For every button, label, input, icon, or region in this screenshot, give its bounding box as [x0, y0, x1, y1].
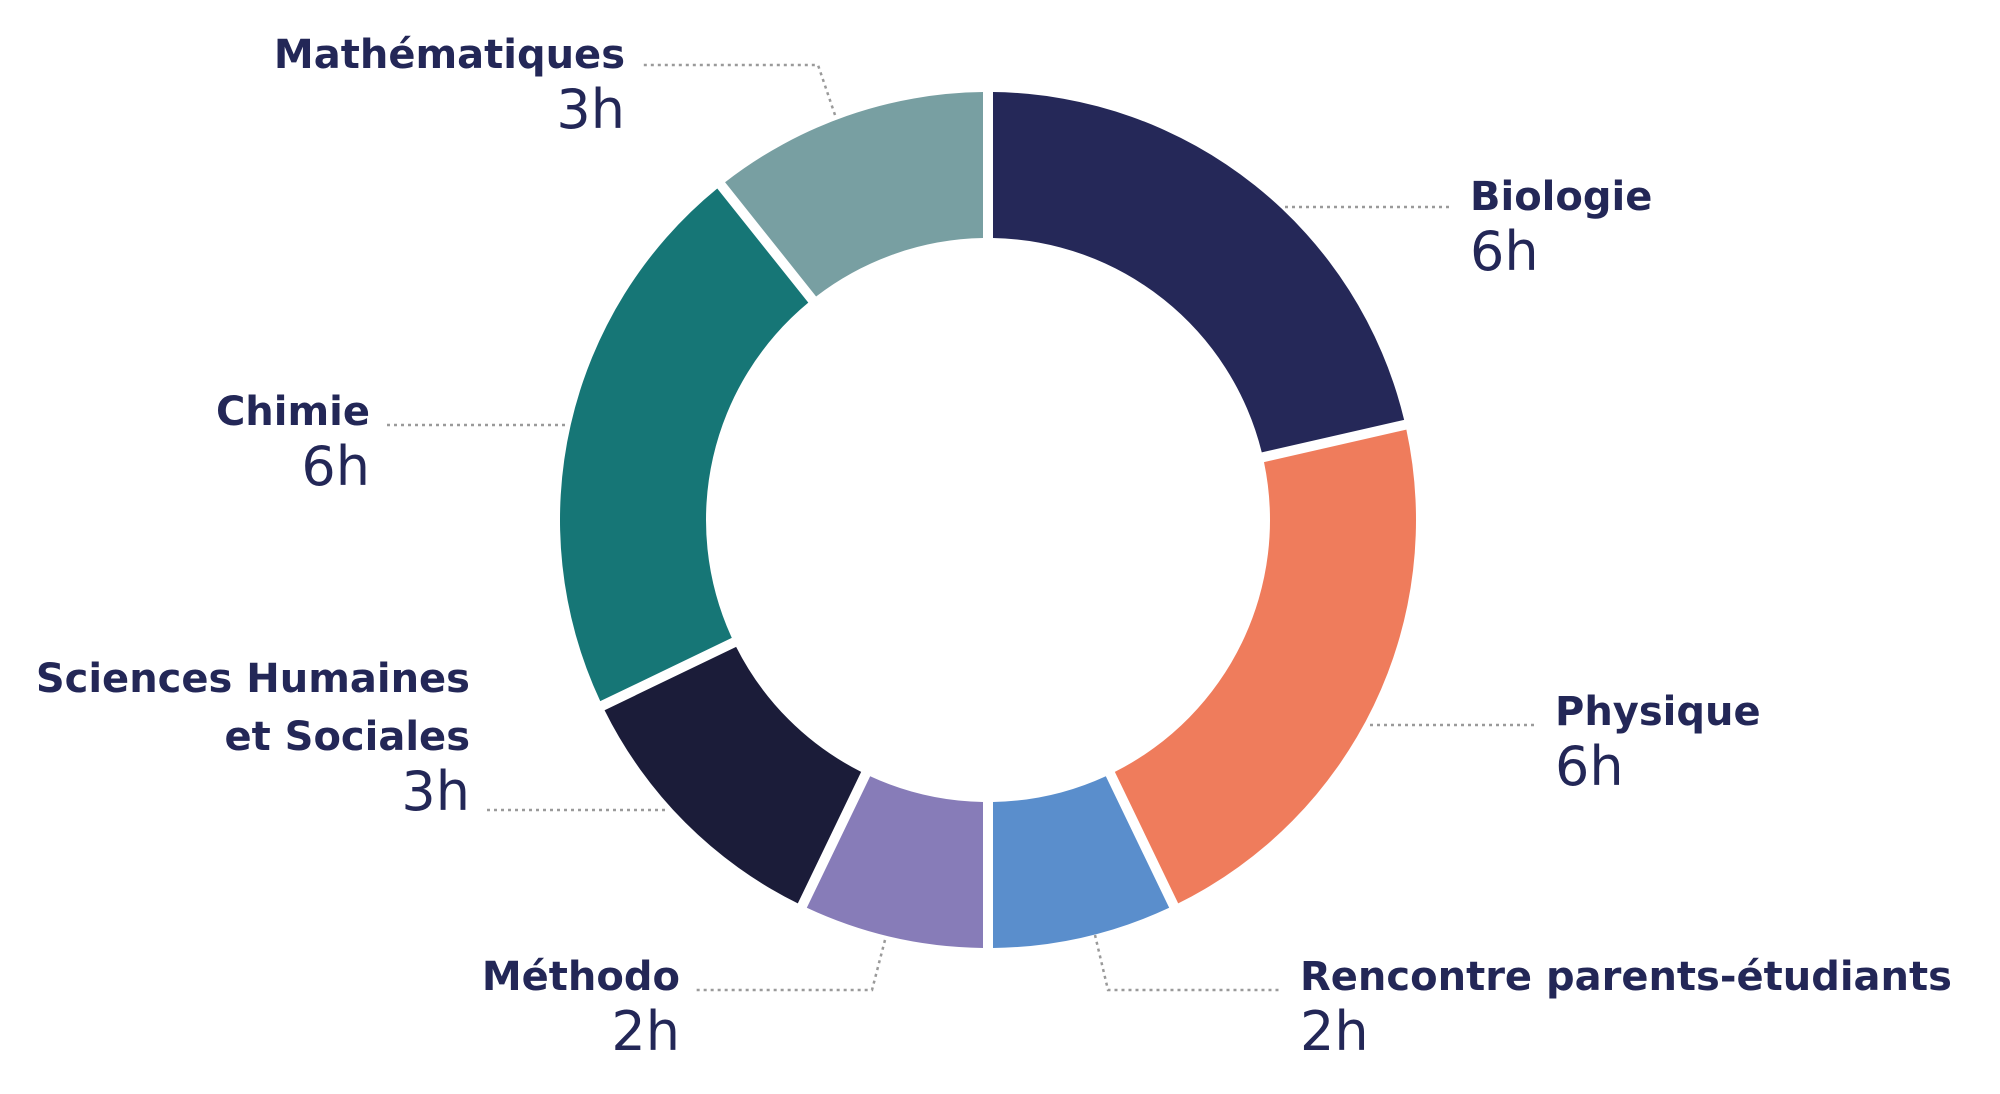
slice-3	[806, 776, 984, 948]
leader-lines	[385, 63, 1535, 992]
slice-value-4: 3h	[401, 760, 470, 823]
slice-value-3: 2h	[611, 1000, 680, 1063]
slice-label-3: Méthodo	[482, 954, 680, 1000]
slice-value-0: 6h	[1470, 220, 1539, 283]
leader-line-2	[1093, 934, 1282, 992]
slice-label-0: Biologie	[1470, 174, 1652, 220]
slice-5	[559, 188, 809, 702]
slice-2	[992, 776, 1170, 948]
slice-label-1: Physique	[1555, 689, 1761, 735]
slice-6	[725, 92, 984, 297]
slice-1	[1114, 429, 1416, 904]
leader-line-6	[640, 63, 837, 116]
donut-slices	[559, 92, 1416, 948]
slice-label-6: Mathématiques	[274, 32, 625, 78]
slice-label-5: Chimie	[216, 389, 370, 435]
slice-value-6: 3h	[556, 78, 625, 141]
leader-line-3	[695, 939, 887, 992]
slice-label-4-line-1: et Sociales	[224, 714, 470, 760]
slice-label-4-line-0: Sciences Humaines	[36, 656, 470, 702]
slice-0	[992, 92, 1405, 453]
slice-value-5: 6h	[301, 435, 370, 498]
slice-value-1: 6h	[1555, 735, 1624, 798]
slice-4	[604, 646, 862, 904]
slice-label-2: Rencontre parents-étudiants	[1300, 954, 1952, 1000]
slice-value-2: 2h	[1300, 1000, 1369, 1063]
